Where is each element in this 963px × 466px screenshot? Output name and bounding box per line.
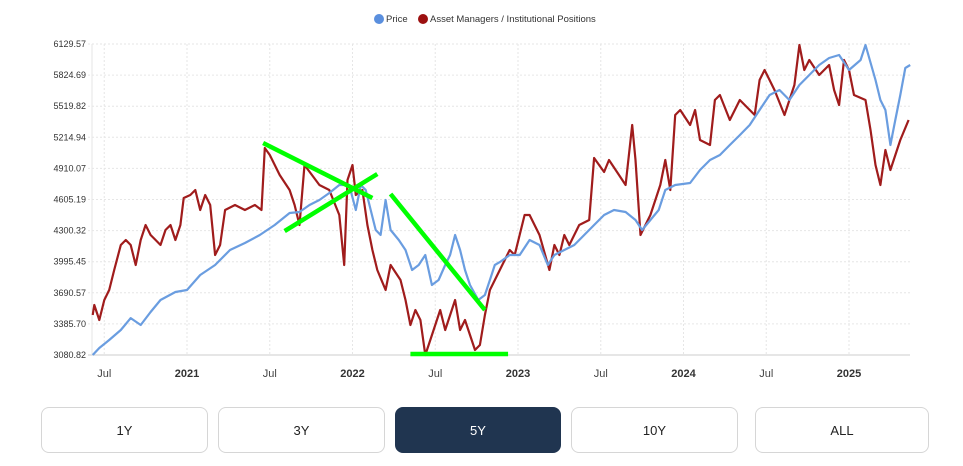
y-tick-label: 5824.69 <box>53 70 86 80</box>
y-axis: 6129.57 5824.69 5519.82 5214.94 4910.07 4605.… <box>53 39 86 360</box>
y-tick-label: 6129.57 <box>53 39 86 49</box>
y-tick-label: 4605.19 <box>53 195 86 205</box>
x-tick-label: Jul <box>428 368 442 380</box>
y-tick-label: 3080.82 <box>53 350 86 360</box>
trend-annotation-line <box>388 192 487 312</box>
x-tick-label: 2022 <box>340 368 364 380</box>
annotation-layer <box>262 140 509 357</box>
legend-label-institutional: Asset Managers / Institutional Positions <box>430 14 596 25</box>
x-tick-label: Jul <box>759 368 773 380</box>
x-tick-label: 2021 <box>175 368 199 380</box>
x-tick-label: 2023 <box>506 368 530 380</box>
legend: Price Asset Managers / Institutional Pos… <box>374 14 596 25</box>
series-layer <box>91 43 911 357</box>
y-tick-label: 5214.94 <box>53 132 86 142</box>
series-line-institutional <box>91 43 910 357</box>
x-tick-label: Jul <box>594 368 608 380</box>
legend-item-institutional[interactable]: Asset Managers / Institutional Positions <box>418 14 596 25</box>
legend-label-price: Price <box>386 14 408 25</box>
legend-marker-price <box>374 14 384 24</box>
x-tick-label: Jul <box>263 368 277 380</box>
x-tick-label: 2024 <box>671 368 696 380</box>
y-tick-label: 3995.45 <box>53 257 86 267</box>
legend-item-price[interactable]: Price <box>374 14 408 25</box>
x-tick-label: 2025 <box>837 368 861 380</box>
grid <box>88 43 910 356</box>
x-tick-label: Jul <box>97 368 111 380</box>
range-button-5y[interactable]: 5Y <box>395 407 561 453</box>
x-axis: Jul 2021 Jul 2022 Jul 2023 Jul 2024 Jul 2025 <box>97 368 861 380</box>
y-tick-label: 4910.07 <box>53 163 86 173</box>
range-button-all[interactable]: ALL <box>755 407 929 453</box>
y-tick-label: 4300.32 <box>53 226 86 236</box>
price-chart: Price Asset Managers / Institutional Pos… <box>53 14 911 380</box>
range-button-3y[interactable]: 3Y <box>218 407 385 453</box>
y-tick-label: 3385.70 <box>53 319 86 329</box>
y-tick-label: 3690.57 <box>53 288 86 298</box>
range-button-1y[interactable]: 1Y <box>41 407 208 453</box>
range-button-10y[interactable]: 10Y <box>571 407 738 453</box>
series-line-price <box>91 43 911 356</box>
trend-annotation-line <box>283 172 379 233</box>
y-tick-label: 5519.82 <box>53 101 86 111</box>
legend-marker-institutional <box>418 14 428 24</box>
